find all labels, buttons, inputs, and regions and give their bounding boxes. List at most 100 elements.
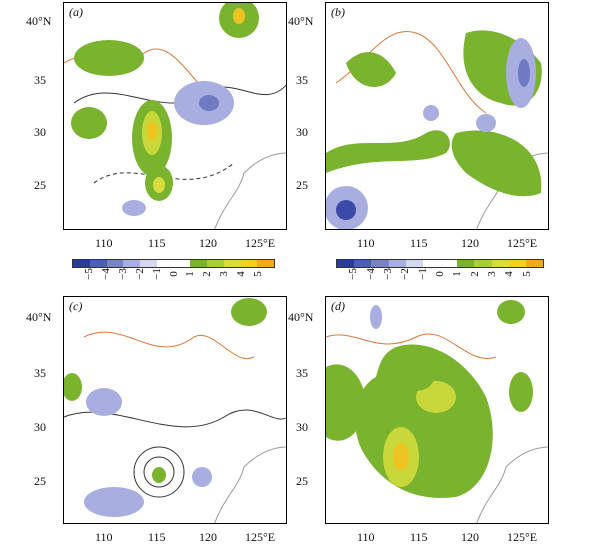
panel-a-map [64,3,286,229]
negative-anomaly [476,114,496,132]
colorbar-segment [257,260,274,267]
colorbar-segment [106,260,124,267]
negative-anomaly [518,59,530,87]
colorbar-tick-label: −3 [382,268,394,280]
colorbar-tick-label: 5 [252,271,265,277]
colorbar-segment [474,260,492,267]
negative-anomaly [86,388,122,416]
lat-tick: 35 [296,73,308,87]
contour-line [133,446,185,498]
positive-anomaly [231,298,267,326]
panel-c-map [64,298,286,523]
negative-anomaly [84,487,144,517]
positive-anomaly [326,130,450,173]
positive-anomaly [64,373,82,401]
lon-tick: 125°E [507,530,538,544]
positive-anomaly [346,52,396,87]
lat-tick: 40°N [26,310,52,324]
lon-tick: 120 [199,236,217,250]
colorbar-tick-label: 4 [503,271,516,277]
coastline [476,446,548,523]
coastline [214,446,286,523]
colorbar-segment [207,260,224,267]
colorbar-segment [405,260,423,267]
colorbar-tick-label: 2 [201,271,214,277]
contour-line [143,456,175,488]
colorbar-tick-label: −4 [364,268,377,280]
lat-tick: 25 [34,178,46,192]
colorbar-segment [422,260,441,267]
colorbar-labels: −5 −4 −3 −2 −1 0 1 2 3 4 5 [336,268,544,288]
lon-tick: 125°E [507,236,538,250]
colorbar-segment [508,260,526,267]
lat-tick: 35 [34,366,46,380]
colorbar-tick-label: −3 [116,268,129,280]
colorbar-segment [337,260,355,267]
lon-tick: 115 [410,236,428,250]
panel-c: (c) [63,296,287,524]
lat-tick: 30 [296,125,308,139]
colorbar-segment [73,260,90,267]
lat-tick: 40°N [288,310,314,324]
lon-tick: 120 [461,236,479,250]
lon-tick: 115 [410,530,428,544]
colorbar-tick-label: −2 [399,268,412,280]
colorbar-tick-label: −1 [416,268,429,280]
colorbar-segment [354,260,372,267]
lon-tick: 115 [148,530,166,544]
colorbar-segment [190,260,207,267]
positive-anomaly [71,107,107,139]
colorbar-segment [240,260,258,267]
negative-anomaly [199,95,219,111]
panel-b-map [326,30,548,229]
negative-anomaly [122,200,146,216]
colorbar-segment [156,260,174,267]
positive-anomaly [497,300,525,324]
negative-anomaly [336,200,356,220]
panel-d: (d) [325,296,549,524]
colorbar-segment [123,260,140,267]
colorbar-tick-label: 0 [167,271,180,277]
coastline [214,152,286,229]
colorbar-segment [89,260,107,267]
panel-label: (d) [330,299,346,314]
positive-anomaly [233,8,245,24]
panel-label: (c) [68,299,84,314]
colorbar-segment [388,260,406,267]
negative-anomaly [423,105,439,121]
colorbar-tick-label: 3 [218,271,231,277]
colorbar-segment [525,260,544,267]
panel-a: (a) [63,2,287,230]
colorbar-tick-label: 2 [468,271,481,277]
negative-anomaly [370,305,382,329]
negative-anomaly [192,467,212,487]
lon-tick: 110 [95,530,113,544]
lon-tick: 110 [357,530,375,544]
lon-tick: 115 [148,236,166,250]
colorbar-labels: −5 −4 −3 −2 −1 0 1 2 3 4 5 [72,268,275,288]
colorbar [336,259,544,268]
province-boundary [83,331,255,360]
colorbar-tick-label: −5 [82,268,95,280]
lon-tick: 120 [199,530,217,544]
positive-anomaly [326,364,366,441]
lon-tick: 125°E [245,236,276,250]
lat-tick: 30 [296,420,308,434]
colorbar-segment [140,260,157,267]
lat-tick: 25 [296,474,308,488]
positive-anomaly [147,121,157,141]
colorbar-tick-label: 4 [235,271,248,277]
colorbar-segment [457,260,475,267]
lat-tick: 35 [34,73,46,87]
colorbar-tick-label: −2 [133,268,146,280]
lon-tick: 125°E [245,530,276,544]
lat-tick: 40°N [26,14,52,28]
colorbar-segment [173,260,191,267]
positive-anomaly [153,177,165,193]
colorbar-tick-label: −5 [347,268,360,280]
lat-tick: 25 [34,474,46,488]
lon-tick: 120 [461,530,479,544]
lat-tick: 35 [296,366,308,380]
colorbar-segment [223,260,241,267]
positive-anomaly [509,372,533,412]
